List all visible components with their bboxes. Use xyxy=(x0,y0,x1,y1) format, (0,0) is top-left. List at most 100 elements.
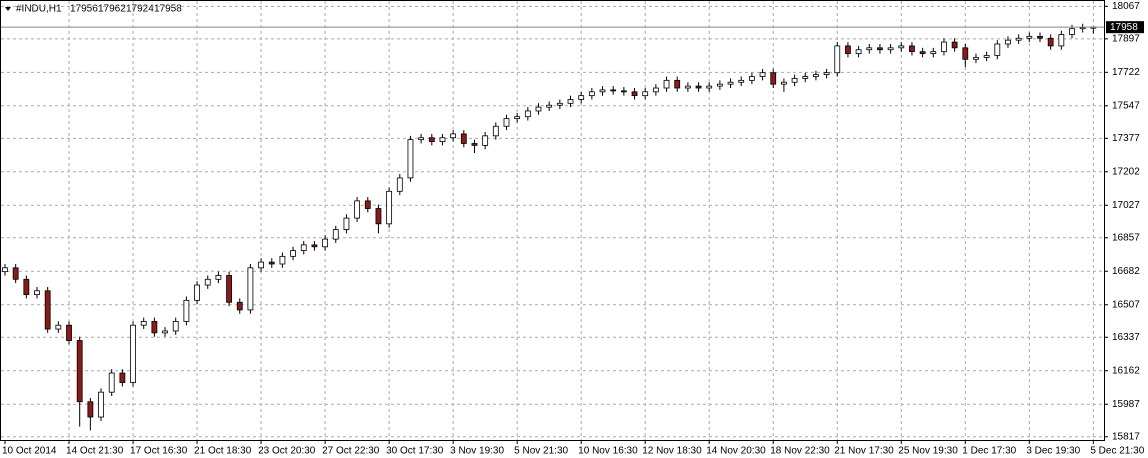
candle-body xyxy=(279,255,286,265)
candle-body xyxy=(375,208,382,225)
x-tick-label: 23 Oct 20:30 xyxy=(258,446,316,457)
candle-body xyxy=(802,76,809,79)
candle-body xyxy=(663,79,670,89)
x-tick-label: 14 Nov 20:30 xyxy=(706,446,766,457)
candle-body xyxy=(887,47,894,51)
y-tick-label: 17027 xyxy=(1112,200,1140,211)
y-tick-label: 15817 xyxy=(1112,431,1140,442)
y-tick-label: 16337 xyxy=(1112,332,1140,343)
x-tick-label: 12 Nov 18:30 xyxy=(642,446,702,457)
candle-body xyxy=(140,320,147,326)
candle-body xyxy=(300,244,307,252)
candle-body xyxy=(44,290,51,330)
candle-body xyxy=(87,401,94,418)
symbol: #INDU,H1 xyxy=(16,4,62,15)
candle-body xyxy=(749,76,755,81)
candle-body xyxy=(813,74,819,77)
x-tick-label: 5 Nov 21:30 xyxy=(514,446,568,457)
y-tick-label: 17722 xyxy=(1112,67,1140,78)
candle-body xyxy=(215,275,222,280)
candle-body xyxy=(535,106,542,112)
candle-body xyxy=(450,133,457,139)
x-tick-label: 21 Nov 17:30 xyxy=(834,446,894,457)
candle-body xyxy=(695,85,702,89)
candle-body xyxy=(471,143,478,146)
x-tick-label: 17 Oct 16:30 xyxy=(130,446,188,457)
y-tick-label: 16682 xyxy=(1112,266,1140,277)
candle-body xyxy=(23,278,30,296)
y-tick-label: 17202 xyxy=(1112,166,1140,177)
candle-body xyxy=(1069,28,1075,35)
candle-body xyxy=(343,217,350,230)
candle-body xyxy=(268,261,275,265)
candle-body xyxy=(727,81,734,85)
candle-body xyxy=(706,85,713,89)
candle-body xyxy=(770,72,777,85)
candle-body xyxy=(460,133,467,144)
candle-body xyxy=(396,177,403,192)
x-tick-label: 14 Oct 21:30 xyxy=(66,446,124,457)
plot-frame xyxy=(0,0,1105,441)
candle-body xyxy=(994,43,1001,56)
candle-body xyxy=(258,261,264,269)
candle-body xyxy=(55,324,62,330)
y-tick-label: 16857 xyxy=(1112,232,1140,243)
y-tick-label: 16507 xyxy=(1112,299,1140,310)
candle-body xyxy=(204,278,211,286)
y-tick-label: 17377 xyxy=(1112,133,1140,144)
last-high: 17962 xyxy=(98,4,126,15)
candle-body xyxy=(909,45,915,53)
x-tick-label: 10 Nov 16:30 xyxy=(578,446,638,457)
candle-body xyxy=(631,91,638,97)
candle-body xyxy=(1058,34,1065,47)
candle-body xyxy=(524,110,531,118)
candle-body xyxy=(845,45,851,54)
candle-body xyxy=(546,104,553,108)
candle-body xyxy=(119,372,126,384)
candle-body xyxy=(855,49,862,54)
candle-body xyxy=(588,91,595,97)
candle-body xyxy=(930,51,937,54)
candle-body xyxy=(919,51,926,54)
y-tick-label: 15987 xyxy=(1112,399,1140,410)
candle-body xyxy=(834,45,841,74)
y-tick-label: 17547 xyxy=(1112,100,1140,111)
y-tick-label: 18067 xyxy=(1112,1,1140,12)
menu-arrow xyxy=(5,7,11,11)
candle-body xyxy=(674,79,681,89)
candle-body xyxy=(226,275,232,303)
candle-body xyxy=(877,47,883,51)
candle-body xyxy=(130,324,136,384)
candle-body xyxy=(76,340,83,403)
price-label: 17958 xyxy=(1110,22,1138,33)
candle-body xyxy=(1026,35,1033,39)
candle-body xyxy=(386,190,393,225)
candle-body xyxy=(151,320,158,334)
candle-body xyxy=(34,290,40,296)
candle-body xyxy=(642,91,649,97)
candle-body xyxy=(652,87,659,93)
candle-body xyxy=(482,135,489,146)
candle-body xyxy=(962,47,969,60)
candle-body xyxy=(1047,37,1054,47)
last-low: 17924 xyxy=(126,4,154,15)
x-tick-label: 5 Dec 21:30 xyxy=(1090,446,1144,457)
candle-body xyxy=(759,72,766,77)
candle-body xyxy=(418,137,425,141)
candle-body xyxy=(183,299,190,322)
candle-body xyxy=(1079,27,1086,30)
candle-body xyxy=(567,99,574,104)
candle-body xyxy=(311,244,318,248)
candle-body xyxy=(354,200,361,219)
candle-body xyxy=(898,45,905,49)
candle-body xyxy=(620,90,627,93)
candle-body xyxy=(236,301,243,311)
candle-body xyxy=(439,137,446,142)
candle-body xyxy=(1005,39,1011,45)
candle-body xyxy=(684,85,691,89)
candle-body xyxy=(407,139,414,179)
x-tick-label: 18 Nov 22:30 xyxy=(770,446,830,457)
candle-body xyxy=(983,55,990,58)
